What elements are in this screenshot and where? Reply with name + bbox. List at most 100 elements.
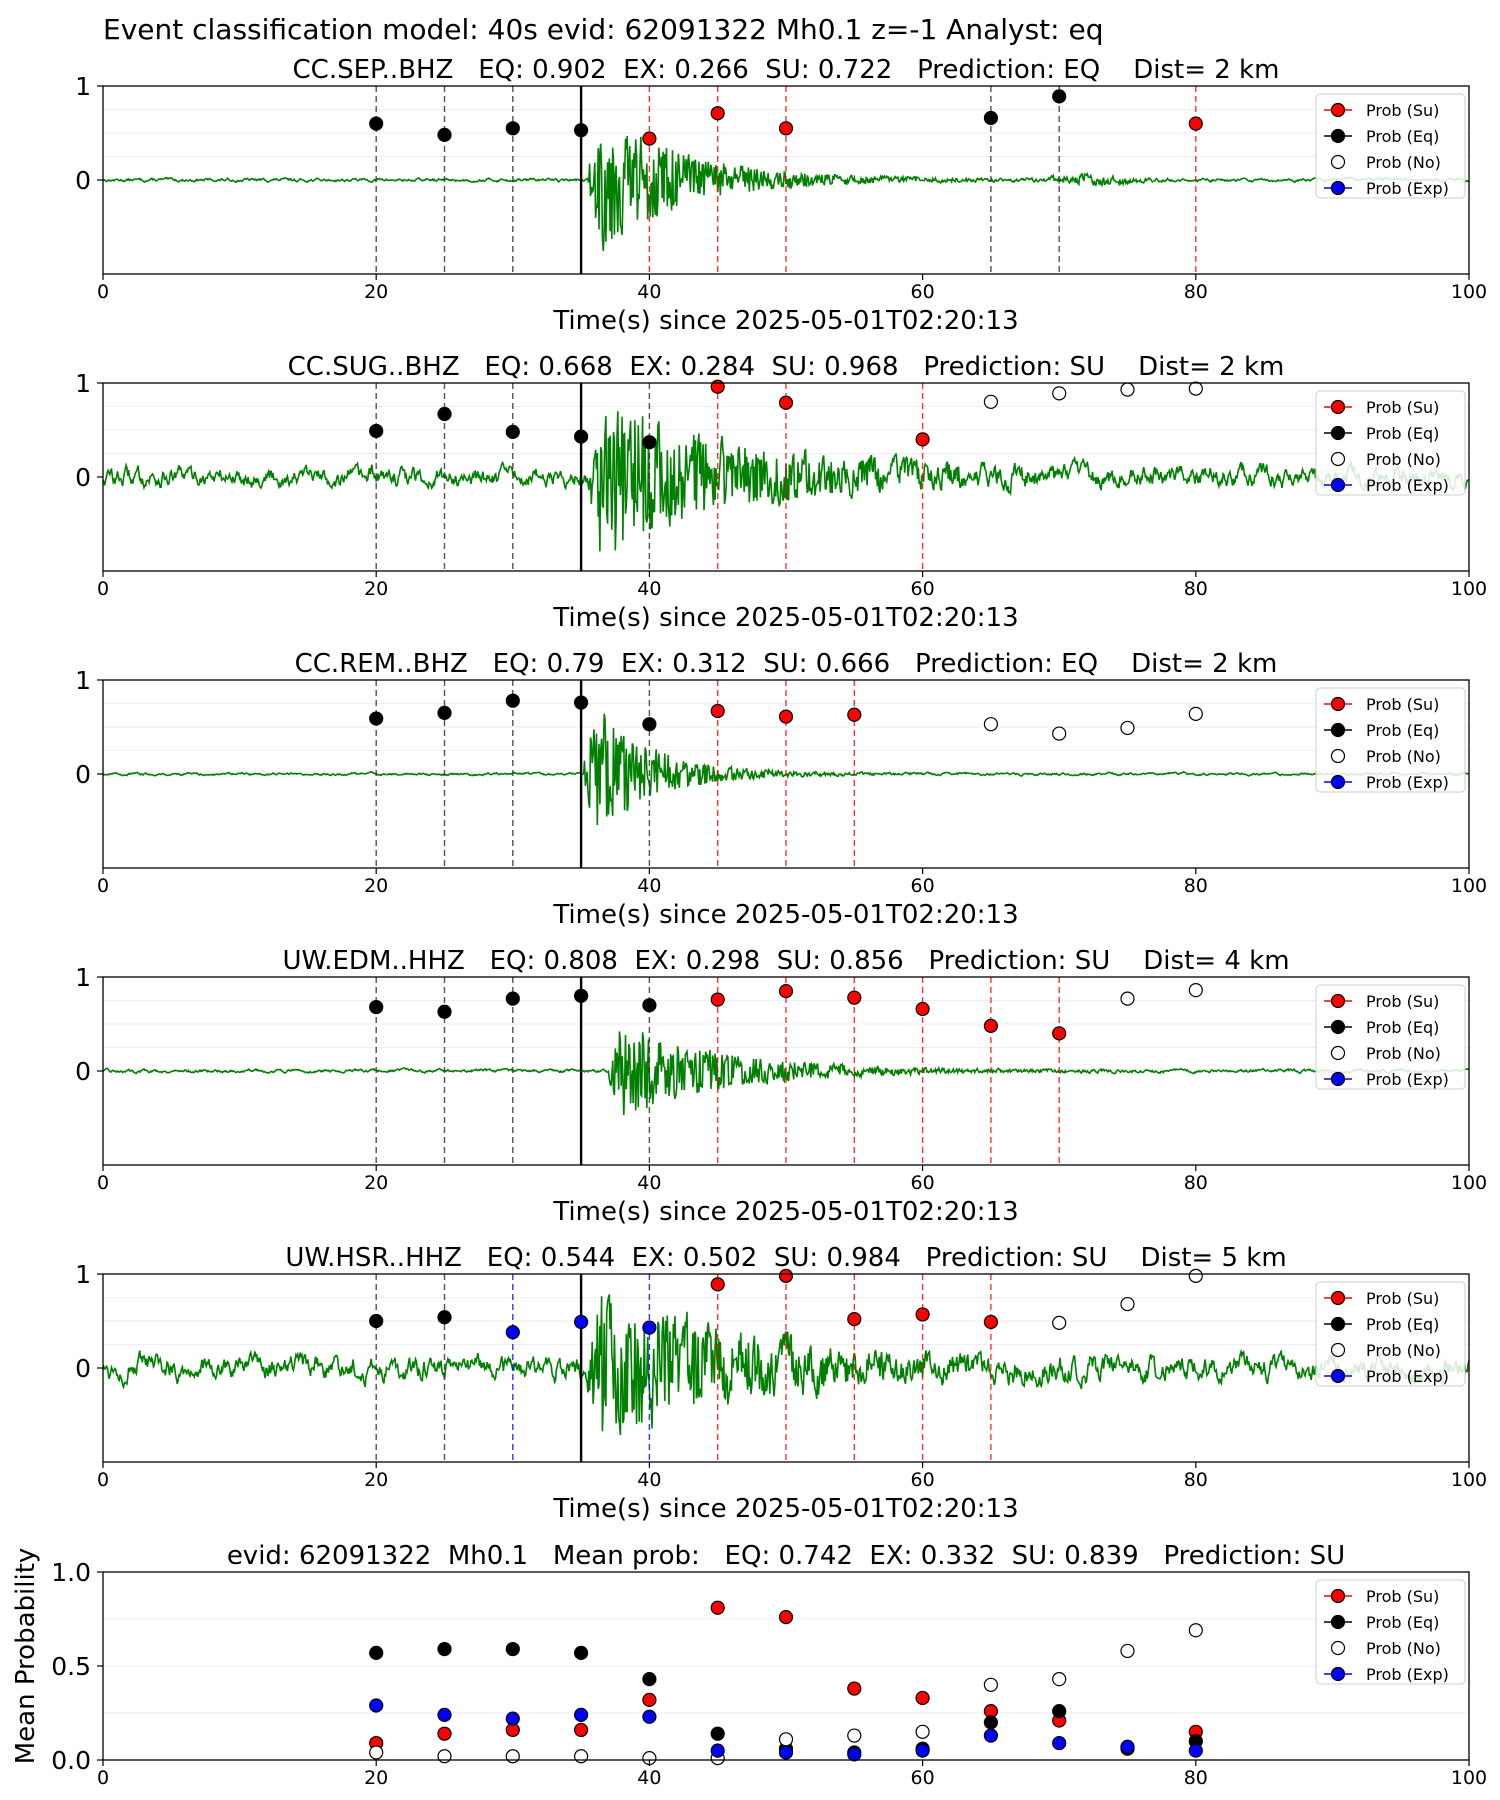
point-eq <box>369 1313 384 1329</box>
panel-3: 0 20 40 60 80 100 0 1 CC.REM..BHZ EQ: 0.79 EX: 0… <box>75 649 1487 930</box>
legend: Prob (Su) Prob (Eq) Prob (No) Prob (Exp) <box>1315 687 1466 793</box>
point-no <box>369 1745 384 1760</box>
panel-title: evid: 62091322 Mh0.1 Mean prob: EQ: 0.74… <box>227 1541 1345 1571</box>
point-no <box>437 1749 452 1764</box>
legend: Prob (Su) Prob (Eq) Prob (No) Prob (Exp) <box>1315 93 1466 199</box>
point-no <box>847 1728 862 1743</box>
y-tick-label: 1 <box>75 72 91 101</box>
x-tick-label: 100 <box>1451 1172 1487 1194</box>
legend-box <box>1315 390 1466 496</box>
legend-label-su: Prob (Su) <box>1366 1587 1439 1606</box>
point-exp <box>642 1709 657 1724</box>
waveform-trace <box>102 411 1470 552</box>
point-exp <box>505 1325 520 1340</box>
point-su <box>710 1277 725 1292</box>
waveform-trace <box>103 135 1470 252</box>
y-tick-label: 0.5 <box>51 1652 91 1681</box>
point-eq <box>642 435 657 450</box>
point-exp <box>573 1314 589 1330</box>
point-no <box>1188 1268 1203 1283</box>
y-tick-label: 0 <box>75 1354 91 1383</box>
y-tick-label: 0.0 <box>51 1746 91 1775</box>
x-axis-label: Time(s) since 2025-05-01T02:20:13 <box>552 900 1018 930</box>
point-su <box>710 106 725 121</box>
x-tick-label: 60 <box>911 1469 935 1491</box>
point-eq <box>573 695 589 710</box>
x-tick-label: 80 <box>1184 1469 1208 1491</box>
point-exp <box>437 1707 452 1722</box>
legend-marker-eq <box>1330 128 1346 144</box>
point-exp <box>778 1745 794 1760</box>
point-no <box>778 1732 794 1747</box>
point-no <box>1052 726 1067 741</box>
x-tick-label: 80 <box>1184 875 1208 897</box>
point-exp <box>1052 1735 1067 1751</box>
x-tick-label: 20 <box>364 875 388 897</box>
point-su <box>915 1690 930 1706</box>
panel-4: 0 20 40 60 80 100 0 1 UW.EDM..HHZ EQ: 0.808 EX: … <box>75 946 1487 1227</box>
waveform-trace <box>102 1031 1470 1116</box>
point-su <box>847 990 862 1005</box>
legend-box <box>1315 687 1466 793</box>
point-eq <box>642 717 657 732</box>
point-su <box>778 1610 794 1625</box>
point-eq <box>369 711 384 726</box>
x-tick-label: 60 <box>911 1767 935 1789</box>
point-eq <box>1052 89 1067 104</box>
point-eq <box>642 1672 657 1687</box>
legend-box <box>1315 93 1466 199</box>
legend: Prob (Su) Prob (Eq) Prob (No) Prob (Exp) <box>1315 984 1466 1090</box>
x-tick-label: 100 <box>1451 1767 1487 1789</box>
panel-title: UW.HSR..HHZ EQ: 0.544 EX: 0.502 SU: 0.98… <box>285 1243 1286 1273</box>
point-su <box>710 379 725 394</box>
panel-5: 0 20 40 60 80 100 0 1 UW.HSR..HHZ EQ: 0.544 EX: … <box>75 1243 1487 1524</box>
x-tick-label: 0 <box>97 1767 109 1789</box>
legend-marker-exp <box>1330 477 1346 493</box>
panel-title: CC.REM..BHZ EQ: 0.79 EX: 0.312 SU: 0.666… <box>295 649 1278 679</box>
point-su <box>778 121 794 136</box>
point-su <box>437 1726 452 1741</box>
point-su <box>778 709 794 724</box>
x-tick-label: 80 <box>1184 281 1208 303</box>
point-su <box>915 432 930 447</box>
point-no <box>1120 991 1135 1006</box>
point-exp <box>642 1320 657 1335</box>
point-no <box>1120 382 1135 397</box>
point-eq <box>369 423 384 439</box>
point-eq <box>573 1645 589 1660</box>
point-eq <box>983 1715 999 1730</box>
point-eq <box>505 121 520 136</box>
legend-marker-exp <box>1330 1368 1346 1384</box>
point-eq <box>573 123 589 138</box>
point-eq <box>437 406 452 422</box>
x-tick-label: 60 <box>911 578 935 600</box>
legend-marker-no <box>1330 1342 1346 1358</box>
point-eq <box>710 1726 725 1741</box>
x-tick-label: 80 <box>1184 1767 1208 1789</box>
legend-marker-exp <box>1330 1071 1346 1087</box>
x-tick-label: 60 <box>911 1172 935 1194</box>
legend-label-su: Prob (Su) <box>1366 695 1439 714</box>
legend-marker-eq <box>1330 1316 1346 1332</box>
x-tick-label: 0 <box>97 875 109 897</box>
point-no <box>1120 1296 1135 1312</box>
waveform-trace <box>102 1294 1470 1436</box>
point-su <box>983 1018 999 1033</box>
point-eq <box>437 705 452 721</box>
point-eq <box>437 1641 452 1657</box>
point-no <box>983 717 999 732</box>
legend: Prob (Su) Prob (Eq) Prob (No) Prob (Exp) <box>1315 1579 1466 1685</box>
legend-label-no: Prob (No) <box>1366 1639 1441 1658</box>
point-no <box>1052 1315 1067 1330</box>
legend-marker-exp <box>1330 1666 1346 1682</box>
y-tick-label: 1 <box>75 369 91 398</box>
point-su <box>847 707 862 722</box>
legend-label-no: Prob (No) <box>1366 153 1441 172</box>
point-exp <box>847 1747 862 1762</box>
panel-6: 0 20 40 60 80 100 0.0 0.5 1.0 evid: 62091322 Mh0.… <box>11 1541 1487 1789</box>
point-no <box>1188 706 1203 721</box>
panel-2: 0 20 40 60 80 100 0 1 CC.SUG..BHZ EQ: 0.668 EX: … <box>75 352 1487 633</box>
point-su <box>710 703 725 719</box>
point-su <box>778 983 794 999</box>
x-tick-label: 20 <box>364 578 388 600</box>
